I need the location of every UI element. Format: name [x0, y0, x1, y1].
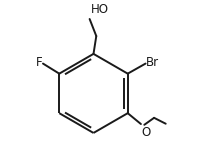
Text: O: O — [142, 126, 151, 139]
Text: F: F — [36, 56, 42, 69]
Text: Br: Br — [146, 56, 159, 69]
Text: HO: HO — [90, 3, 108, 16]
